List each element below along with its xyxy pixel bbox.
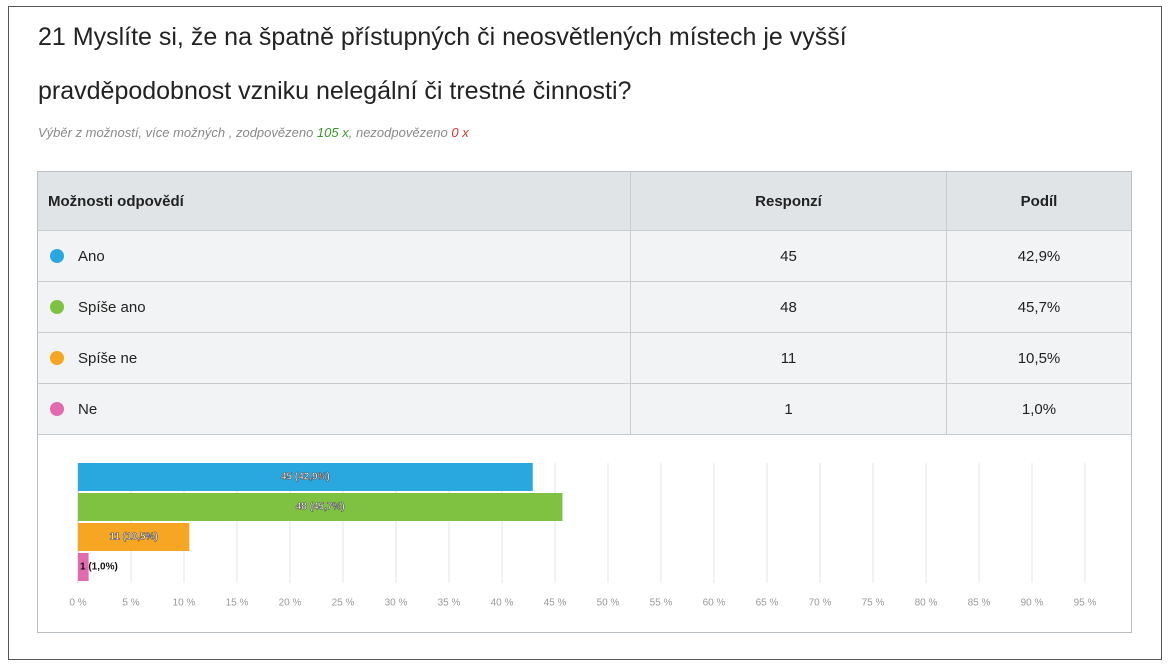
x-tick-label: 30 % [385, 598, 408, 609]
x-tick-label: 10 % [173, 598, 196, 609]
table-cell: 45,7% [1017, 298, 1061, 316]
subtitle-text: Výběr z možností, více možných , zodpově… [38, 125, 317, 140]
x-tick-label: 5 % [122, 598, 139, 609]
column-header: Možnosti odpovědí [38, 172, 631, 230]
table-row: Spíše ne 11 10,5% [38, 333, 1131, 384]
value-label: 45 (42,9%) [281, 472, 330, 483]
x-tick-label: 20 % [279, 598, 302, 609]
x-tick-label: 45 % [544, 598, 567, 609]
header-row: Možnosti odpovědí Responzí Podíl [38, 172, 1131, 231]
table-row: Ne 1 1,0% [38, 384, 1131, 435]
page: 21 Myslíte si, že na špatně přístupných … [8, 6, 1162, 660]
table-cell: 1,0% [1021, 400, 1057, 418]
x-tick-label: 75 % [862, 598, 885, 609]
x-tick-label: 50 % [597, 598, 620, 609]
bar [78, 493, 563, 521]
subtitle-text: , nezodpovězeno [348, 125, 452, 140]
value-label: 11 (10,5%) [109, 532, 157, 543]
x-tick-label: 15 % [226, 598, 249, 609]
unanswered: 0 x [451, 125, 469, 140]
table-cell: 42,9% [1017, 247, 1061, 265]
value-label: 48 (45,7%) [296, 502, 345, 513]
x-tick-label: 65 % [756, 598, 779, 609]
bar [78, 523, 190, 551]
x-tick-label: 40 % [491, 598, 514, 609]
table-cell: Spíše ano [38, 282, 631, 332]
x-tick-label: 90 % [1021, 598, 1044, 609]
column-header: Podíl [1020, 192, 1058, 210]
x-tick-label: 35 % [438, 598, 461, 609]
x-tick-label: 80 % [915, 598, 938, 609]
x-tick-label: 60 % [703, 598, 726, 609]
table-row: Spíše ano 48 45,7% [38, 282, 1131, 333]
x-tick-label: 0 % [69, 598, 86, 609]
answered: 105 x [316, 125, 349, 140]
x-tick-label: 55 % [650, 598, 673, 609]
table-cell: 1 [631, 384, 947, 434]
legend-dot [50, 351, 64, 365]
x-tick-label: 25 % [332, 598, 355, 609]
title: pravděpodobnost vzniku nelegální či tres… [38, 77, 632, 105]
legend-dot [50, 402, 64, 416]
table-cell: 48 [631, 282, 947, 332]
bar [78, 553, 89, 581]
table-cell: Spíše ne [38, 333, 631, 383]
title: 21 Myslíte si, že na špatně přístupných … [38, 23, 847, 51]
table-cell: Ano [38, 231, 631, 281]
column-header: Responzí [631, 172, 947, 230]
bar [78, 463, 533, 491]
table-cell: 11 [631, 333, 947, 383]
x-tick-label: 95 % [1074, 598, 1097, 609]
table: 0 % 5 % 10 % 15 % 20 % 25 % 30 % 35 % 40 % 45 % 50… [37, 171, 1132, 633]
legend-dot [50, 300, 64, 314]
table-cell: Ne [38, 384, 631, 434]
subtitle: Výběr z možností, více možných , zodpově… [38, 125, 469, 140]
legend-dot [50, 249, 64, 263]
table-row: Ano 45 42,9% [38, 231, 1131, 282]
table-cell: 45 [631, 231, 947, 281]
x-tick-label: 85 % [968, 598, 991, 609]
value-label: 1 (1,0%) [80, 562, 118, 573]
x-tick-label: 70 % [809, 598, 832, 609]
table-cell: 10,5% [1017, 349, 1061, 367]
chart: 0 % 5 % 10 % 15 % 20 % 25 % 30 % 35 % 40 % 45 % 50… [69, 463, 1097, 609]
